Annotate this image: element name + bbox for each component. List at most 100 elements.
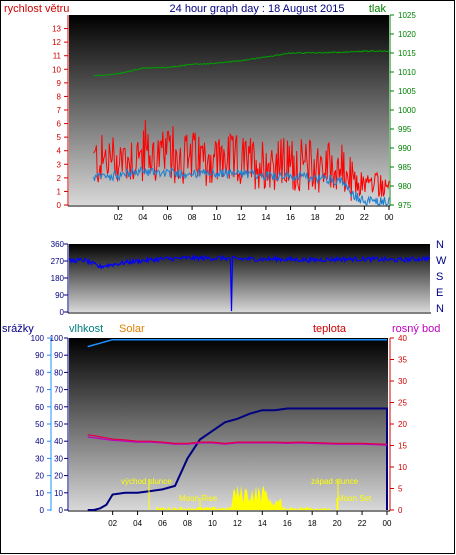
y-right-tick-label: 1025 [398, 11, 416, 20]
humidity-tick-label: 10 [54, 489, 63, 498]
y-left-tick-label: 5 [57, 133, 62, 142]
x-tick-label: 04 [138, 213, 147, 222]
tick-labels: 0123456789101112139759809859909951000100… [31, 11, 447, 528]
y-right-tick-label: 1010 [398, 68, 416, 77]
panel1-series [93, 49, 390, 207]
wind-speed-label: rychlost větru [4, 3, 69, 15]
humidity-tick-label: 40 [54, 437, 63, 446]
temp-tick-label: 10 [398, 463, 407, 472]
dir-tick-label: 360 [51, 240, 65, 249]
compass-label: N [436, 239, 444, 251]
humidity-tick-label: 70 [54, 386, 63, 395]
humidity-tick-label: 100 [50, 334, 64, 343]
y-left-tick-label: 0 [57, 201, 62, 210]
panel3-plot-area [69, 338, 388, 510]
rain-tick-label: 70 [35, 386, 44, 395]
x-tick-label: 10 [208, 519, 217, 528]
x-tick-label: 14 [258, 519, 267, 528]
moonrise-label: Moon Rise [179, 494, 218, 503]
wind-gust-series [93, 166, 390, 207]
temp-tick-label: 35 [398, 356, 407, 365]
chart-title: 24 hour graph day : 18 August 2015 [170, 3, 345, 15]
solar-label: Solar [119, 323, 145, 335]
humidity-tick-label: 50 [54, 420, 63, 429]
humidity-tick-label: 80 [54, 368, 63, 377]
y-left-tick-label: 10 [52, 65, 61, 74]
x-tick-label: 18 [311, 213, 320, 222]
rain-tick-label: 40 [35, 437, 44, 446]
rain-tick-label: 60 [35, 403, 44, 412]
x-tick-label: 00 [385, 213, 394, 222]
y-left-tick-label: 4 [57, 147, 62, 156]
x-tick-label: 10 [212, 213, 221, 222]
x-tick-label: 22 [358, 519, 367, 528]
wind-speed-series [93, 119, 390, 201]
humidity-tick-label: 90 [54, 351, 63, 360]
y-left-tick-label: 13 [52, 25, 61, 34]
rain-tick-label: 30 [35, 454, 44, 463]
x-tick-label: 08 [183, 519, 192, 528]
dewpoint-label: rosný bod [392, 323, 440, 335]
y-left-tick-label: 9 [57, 79, 62, 88]
y-left-tick-label: 7 [57, 106, 62, 115]
temp-tick-label: 25 [398, 399, 407, 408]
x-tick-label: 12 [237, 213, 246, 222]
compass-label: E [436, 287, 443, 299]
rain-series [87, 407, 388, 511]
sunset-label: západ slunce [311, 477, 359, 486]
y-left-tick-label: 12 [52, 38, 61, 47]
pressure-series [93, 49, 390, 77]
y-right-tick-label: 995 [398, 125, 412, 134]
wind-direction-series [68, 254, 431, 312]
x-tick-label: 16 [286, 213, 295, 222]
dir-tick-label: 90 [55, 291, 64, 300]
x-tick-label: 04 [133, 519, 142, 528]
x-tick-label: 14 [261, 213, 270, 222]
sunrise-label: východ slunce [121, 477, 172, 486]
compass-label: S [436, 271, 443, 283]
x-tick-label: 06 [163, 213, 172, 222]
temp-tick-label: 20 [398, 420, 407, 429]
rain-tick-label: 10 [35, 489, 44, 498]
panel2-plot-area [69, 244, 430, 312]
y-right-tick-label: 1020 [398, 30, 416, 39]
y-right-tick-label: 1000 [398, 106, 416, 115]
dir-tick-label: 0 [60, 308, 65, 317]
y-right-tick-label: 975 [398, 201, 412, 210]
y-right-tick-label: 1015 [398, 49, 416, 58]
compass-label: N [436, 303, 444, 315]
rain-tick-label: 90 [35, 351, 44, 360]
x-tick-label: 18 [308, 519, 317, 528]
y-right-tick-label: 985 [398, 163, 412, 172]
x-tick-label: 16 [283, 519, 292, 528]
y-left-tick-label: 11 [53, 52, 62, 61]
rain-tick-label: 0 [40, 506, 45, 515]
rain-tick-label: 80 [35, 368, 44, 377]
humidity-label: vlhkost [69, 323, 103, 335]
y-left-tick-label: 6 [57, 120, 62, 129]
dir-tick-label: 270 [51, 257, 65, 266]
rain-tick-label: 50 [35, 420, 44, 429]
x-tick-label: 02 [108, 519, 117, 528]
panel2-series [68, 254, 431, 312]
dir-tick-label: 180 [51, 274, 65, 283]
rain-tick-label: 100 [31, 334, 45, 343]
compass-label: W [436, 255, 447, 267]
humidity-tick-label: 20 [54, 472, 63, 481]
x-tick-label: 12 [233, 519, 242, 528]
x-tick-label: 20 [335, 213, 344, 222]
solar-series [156, 485, 331, 510]
y-right-tick-label: 990 [398, 144, 412, 153]
y-left-tick-label: 3 [57, 160, 62, 169]
humidity-tick-label: 0 [59, 506, 64, 515]
x-tick-label: 00 [383, 519, 392, 528]
temperature-series [87, 434, 388, 445]
pressure-label: tlak [369, 3, 387, 15]
temperature-label: teplota [313, 323, 347, 335]
rain-tick-label: 20 [35, 472, 44, 481]
x-tick-label: 20 [333, 519, 342, 528]
panel3-series [87, 338, 388, 511]
y-right-tick-label: 1005 [398, 87, 416, 96]
y-left-tick-label: 2 [57, 174, 62, 183]
